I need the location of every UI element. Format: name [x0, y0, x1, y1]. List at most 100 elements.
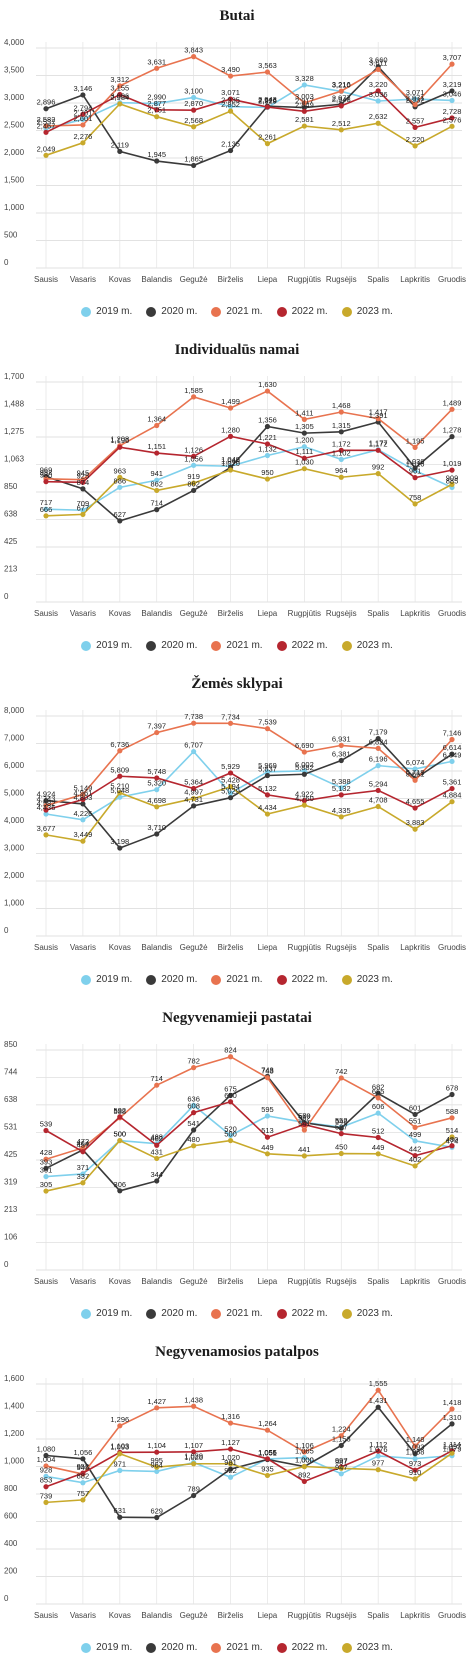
data-point[interactable] [227, 795, 234, 801]
data-point[interactable] [80, 1456, 86, 1462]
data-point[interactable] [227, 1092, 234, 1098]
data-point[interactable] [301, 1478, 307, 1484]
data-point[interactable] [338, 814, 344, 820]
data-point[interactable] [412, 96, 418, 102]
data-point[interactable] [412, 1124, 418, 1130]
data-point[interactable] [338, 88, 344, 94]
data-point[interactable] [338, 757, 344, 764]
data-point[interactable] [412, 1111, 418, 1118]
data-point[interactable] [449, 467, 455, 473]
data-point[interactable] [191, 107, 197, 113]
data-point[interactable] [264, 69, 271, 75]
data-point[interactable] [43, 1165, 49, 1171]
legend-item[interactable]: 2020 m. [146, 1642, 197, 1653]
data-point[interactable] [191, 94, 197, 101]
data-point[interactable] [191, 162, 197, 169]
data-point[interactable] [301, 430, 307, 436]
data-point[interactable] [227, 1474, 234, 1480]
data-point[interactable] [191, 487, 197, 494]
data-point[interactable] [117, 1451, 123, 1457]
data-point[interactable] [412, 1455, 418, 1462]
data-point[interactable] [301, 455, 307, 461]
data-point[interactable] [301, 444, 307, 450]
data-point[interactable] [117, 748, 123, 754]
data-point[interactable] [301, 1463, 307, 1470]
data-point[interactable] [43, 479, 49, 485]
data-point[interactable] [375, 120, 381, 126]
data-point[interactable] [117, 91, 123, 98]
data-point[interactable] [301, 802, 307, 808]
data-point[interactable] [43, 129, 49, 135]
data-point[interactable] [301, 104, 307, 111]
data-point[interactable] [43, 1173, 49, 1180]
legend-item[interactable]: 2019 m. [81, 640, 132, 651]
data-point[interactable] [375, 787, 381, 794]
data-point[interactable] [154, 422, 160, 429]
legend-item[interactable]: 2023 m. [341, 974, 393, 985]
data-point[interactable] [80, 116, 86, 123]
data-point[interactable] [43, 506, 49, 512]
data-point[interactable] [80, 92, 86, 98]
data-point[interactable] [375, 447, 381, 453]
data-point[interactable] [191, 1449, 197, 1455]
data-point[interactable] [338, 742, 344, 748]
data-point[interactable] [301, 1121, 307, 1128]
data-point[interactable] [227, 1466, 234, 1472]
data-point[interactable] [375, 66, 381, 72]
data-point[interactable] [375, 98, 381, 104]
data-point[interactable] [264, 1151, 271, 1157]
data-point[interactable] [264, 1472, 271, 1479]
legend-item[interactable]: 2021 m. [211, 974, 263, 985]
data-point[interactable] [154, 450, 160, 456]
data-point[interactable] [227, 1420, 234, 1426]
data-point[interactable] [191, 1403, 197, 1409]
data-point[interactable] [117, 83, 123, 89]
data-point[interactable] [117, 1467, 123, 1474]
data-point[interactable] [338, 447, 344, 453]
data-point[interactable] [375, 416, 381, 422]
data-point[interactable] [301, 123, 307, 129]
data-point[interactable] [301, 771, 307, 777]
data-point[interactable] [375, 1387, 381, 1393]
data-point[interactable] [43, 1473, 49, 1479]
legend-item[interactable]: 2019 m. [81, 1642, 132, 1653]
legend-item[interactable]: 2021 m. [211, 1308, 263, 1319]
data-point[interactable] [80, 791, 86, 798]
legend-item[interactable]: 2022 m. [276, 640, 328, 651]
data-point[interactable] [227, 1099, 234, 1105]
data-point[interactable] [449, 751, 455, 757]
data-point[interactable] [449, 1115, 455, 1121]
legend-item[interactable]: 2019 m. [81, 974, 132, 985]
data-point[interactable] [43, 1156, 49, 1162]
data-point[interactable] [412, 1443, 418, 1449]
data-point[interactable] [449, 1406, 455, 1412]
data-point[interactable] [338, 1471, 344, 1477]
data-point[interactable] [264, 452, 271, 459]
data-point[interactable] [264, 388, 271, 394]
data-point[interactable] [43, 152, 49, 158]
data-point[interactable] [117, 101, 123, 107]
data-point[interactable] [227, 73, 234, 79]
data-point[interactable] [412, 766, 418, 772]
data-point[interactable] [117, 1514, 123, 1520]
data-point[interactable] [191, 1492, 197, 1499]
data-point[interactable] [412, 1153, 418, 1159]
data-point[interactable] [264, 476, 271, 482]
data-point[interactable] [412, 465, 418, 471]
data-point[interactable] [227, 405, 234, 411]
data-point[interactable] [449, 434, 455, 440]
data-point[interactable] [80, 1171, 86, 1177]
data-point[interactable] [412, 1138, 418, 1144]
data-point[interactable] [80, 1470, 86, 1476]
legend-item[interactable]: 2023 m. [341, 1642, 393, 1653]
data-point[interactable] [264, 769, 271, 775]
legend-item[interactable]: 2021 m. [211, 306, 263, 317]
data-point[interactable] [301, 1127, 307, 1133]
data-point[interactable] [117, 444, 123, 450]
data-point[interactable] [191, 720, 197, 726]
data-point[interactable] [80, 1497, 86, 1503]
data-point[interactable] [449, 785, 455, 792]
data-point[interactable] [227, 108, 234, 114]
data-point[interactable] [338, 1433, 344, 1439]
data-point[interactable] [80, 122, 86, 128]
